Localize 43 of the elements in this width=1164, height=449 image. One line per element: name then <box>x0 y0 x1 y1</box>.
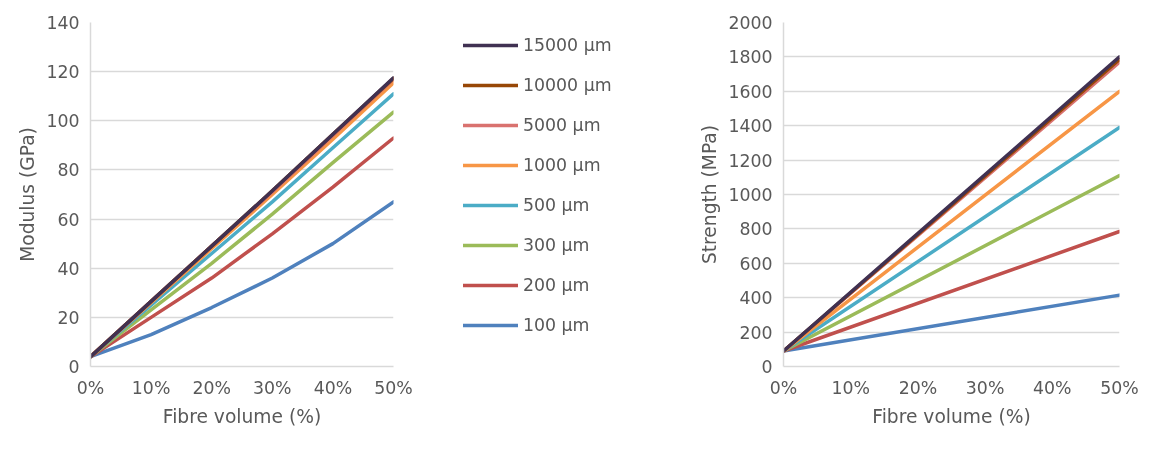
y-tick-label: 120 <box>46 62 80 83</box>
y-tick-label: 100 <box>46 111 80 132</box>
legend-label: 500 µm <box>523 195 590 215</box>
y-tick-label: 1800 <box>728 47 773 68</box>
y-axis-title: Strength (MPa) <box>699 124 721 265</box>
x-tick-label: 0% <box>769 377 798 398</box>
x-tick-label: 50% <box>374 377 413 398</box>
x-tick-label: 20% <box>898 377 938 398</box>
y-tick-label: 60 <box>57 209 80 230</box>
x-tick-label: 0% <box>76 377 105 398</box>
x-tick-label: 50% <box>1100 377 1139 398</box>
x-tick-label: 40% <box>1033 377 1072 398</box>
x-tick-label: 30% <box>965 377 1005 398</box>
y-tick-label: 0 <box>761 357 773 377</box>
legend-label: 10000 µm <box>523 75 612 95</box>
y-tick-label: 80 <box>57 160 80 181</box>
legend-label: 15000 µm <box>523 35 612 55</box>
legend-label: 5000 µm <box>523 115 601 135</box>
legend-label: 100 µm <box>523 315 590 335</box>
y-axis-title: Modulus (GPa) <box>17 127 39 262</box>
y-tick-label: 2000 <box>728 13 773 33</box>
y-tick-label: 400 <box>739 288 773 309</box>
legend-label: 1000 µm <box>523 155 601 175</box>
legend-label: 200 µm <box>523 275 590 295</box>
y-tick-label: 140 <box>46 13 80 33</box>
y-tick-label: 600 <box>739 253 773 274</box>
y-tick-label: 20 <box>57 307 80 328</box>
y-tick-label: 1200 <box>728 150 773 171</box>
y-tick-label: 1400 <box>728 116 773 137</box>
y-tick-label: 800 <box>739 219 773 240</box>
x-tick-label: 40% <box>313 377 353 398</box>
legend-label: 300 µm <box>523 235 590 255</box>
x-tick-label: 20% <box>192 377 231 398</box>
x-axis-title: Fibre volume (%) <box>162 405 322 427</box>
y-tick-label: 0 <box>68 357 80 377</box>
y-tick-label: 1000 <box>728 185 773 205</box>
x-tick-label: 10% <box>131 377 171 398</box>
y-tick-label: 40 <box>57 258 80 279</box>
x-tick-label: 30% <box>253 377 292 398</box>
x-axis-title: Fibre volume (%) <box>872 405 1031 427</box>
y-tick-label: 1600 <box>728 81 773 102</box>
x-tick-label: 10% <box>831 377 870 398</box>
y-tick-label: 200 <box>739 322 773 343</box>
